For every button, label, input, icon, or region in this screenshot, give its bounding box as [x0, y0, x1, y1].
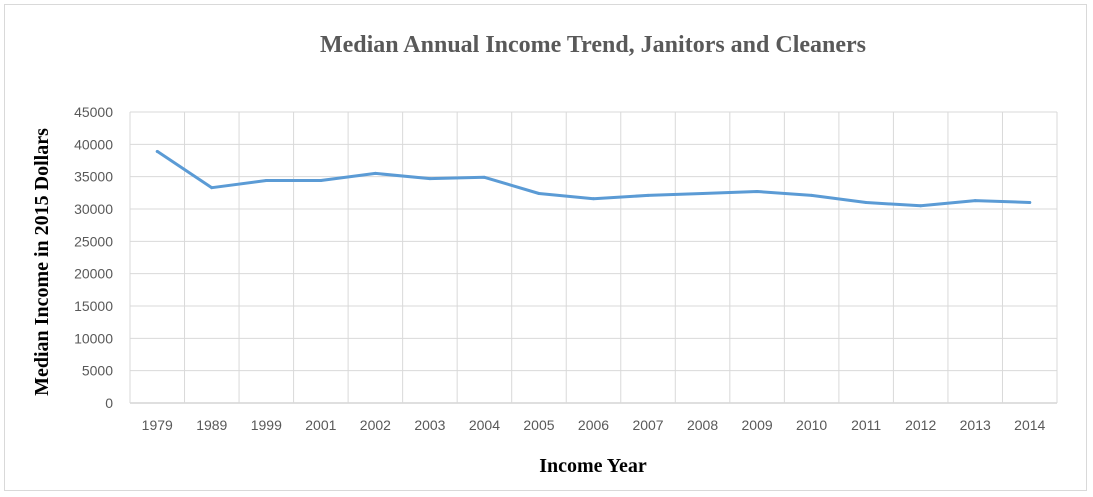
y-tick-label: 10000: [74, 330, 113, 346]
y-tick-label: 15000: [74, 298, 113, 314]
data-point: [701, 191, 705, 195]
y-axis-ticks: 0 5000 10000 15000 20000 25000 30000 35000 40000…: [74, 104, 113, 411]
y-tick-label: 40000: [74, 136, 113, 152]
data-point: [264, 179, 268, 183]
data-point: [755, 190, 759, 194]
x-tick-label: 1979: [142, 417, 173, 433]
x-tick-label: 2014: [1014, 417, 1045, 433]
data-point: [537, 191, 541, 195]
y-tick-label: 5000: [82, 363, 113, 379]
data-point: [210, 186, 214, 190]
x-tick-label: 2009: [742, 417, 773, 433]
data-point: [646, 193, 650, 197]
x-tick-label: 1999: [251, 417, 282, 433]
data-point: [973, 199, 977, 203]
x-tick-label: 2003: [414, 417, 445, 433]
x-axis-ticks: 1979 1989 1999 2001 2002 2003 2004 2005 2006 2007…: [142, 417, 1046, 433]
x-tick-label: 2011: [851, 417, 881, 433]
data-point: [319, 179, 323, 183]
data-point: [592, 197, 595, 201]
x-tick-label: 2010: [796, 417, 827, 433]
data-point: [919, 204, 923, 208]
x-tick-label: 2001: [305, 417, 336, 433]
x-tick-label: 2005: [523, 417, 554, 433]
y-tick-label: 35000: [74, 169, 113, 185]
data-point: [428, 177, 432, 181]
x-tick-label: 1989: [196, 417, 227, 433]
gridlines: [129, 111, 1058, 404]
x-tick-label: 2002: [360, 417, 391, 433]
data-point: [1028, 201, 1032, 205]
x-tick-label: 2013: [960, 417, 991, 433]
x-axis-title: Income Year: [539, 455, 647, 477]
data-point: [155, 149, 159, 153]
y-tick-label: 45000: [74, 104, 113, 120]
y-tick-label: 30000: [74, 201, 113, 217]
x-tick-label: 2006: [578, 417, 609, 433]
x-tick-label: 2007: [632, 417, 663, 433]
y-tick-label: 20000: [74, 266, 113, 282]
y-tick-label: 0: [105, 395, 113, 411]
series-group: [155, 149, 1032, 208]
chart-title: Median Annual Income Trend, Janitors and…: [320, 32, 866, 58]
x-tick-label: 2008: [687, 417, 718, 433]
y-axis-title: Median Income in 2015 Dollars: [31, 128, 53, 396]
data-point: [810, 193, 814, 197]
data-point: [373, 171, 377, 175]
x-tick-label: 2012: [905, 417, 936, 433]
y-tick-label: 25000: [74, 233, 113, 249]
x-tick-label: 2004: [469, 417, 500, 433]
data-point: [864, 201, 868, 205]
data-point: [482, 175, 486, 179]
